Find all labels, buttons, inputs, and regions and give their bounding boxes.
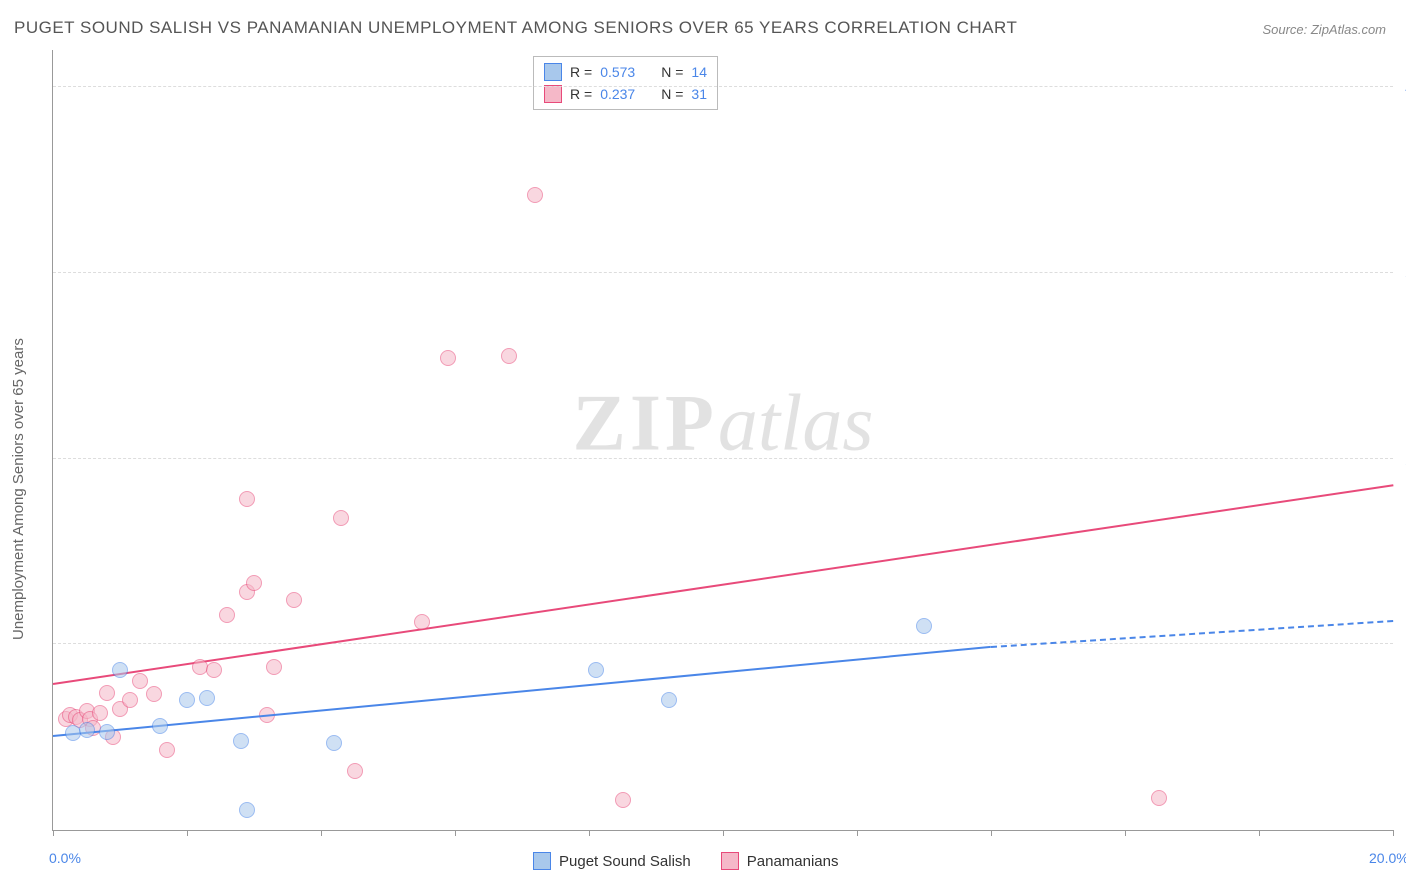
data-point-panamanians	[286, 592, 302, 608]
x-tick	[1125, 830, 1126, 836]
x-tick	[187, 830, 188, 836]
n-value-panamanians: 31	[691, 86, 707, 102]
gridline	[53, 643, 1393, 644]
data-point-panamanians	[239, 491, 255, 507]
data-point-salish	[112, 662, 128, 678]
data-point-salish	[661, 692, 677, 708]
x-tick	[1393, 830, 1394, 836]
series-legend: Puget Sound Salish Panamanians	[533, 852, 839, 870]
n-label: N =	[661, 64, 683, 80]
stats-row-salish: R = 0.573 N = 14	[544, 61, 707, 83]
data-point-salish	[152, 718, 168, 734]
data-point-panamanians	[527, 187, 543, 203]
data-point-panamanians	[146, 686, 162, 702]
data-point-salish	[588, 662, 604, 678]
data-point-panamanians	[501, 348, 517, 364]
data-point-salish	[179, 692, 195, 708]
data-point-panamanians	[414, 614, 430, 630]
data-point-salish	[233, 733, 249, 749]
r-label: R =	[570, 64, 592, 80]
gridline	[53, 458, 1393, 459]
data-point-salish	[199, 690, 215, 706]
data-point-panamanians	[1151, 790, 1167, 806]
swatch-panamanians-icon	[721, 852, 739, 870]
data-point-salish	[916, 618, 932, 634]
r-value-panamanians: 0.237	[600, 86, 635, 102]
r-value-salish: 0.573	[600, 64, 635, 80]
x-tick	[1259, 830, 1260, 836]
n-label: N =	[661, 86, 683, 102]
data-point-panamanians	[440, 350, 456, 366]
x-tick	[53, 830, 54, 836]
data-point-panamanians	[132, 673, 148, 689]
source-attribution: Source: ZipAtlas.com	[1262, 22, 1386, 37]
y-axis-label: Unemployment Among Seniors over 65 years	[10, 338, 27, 640]
data-point-panamanians	[246, 575, 262, 591]
data-point-panamanians	[159, 742, 175, 758]
swatch-salish-icon	[544, 63, 562, 81]
swatch-salish-icon	[533, 852, 551, 870]
data-point-salish	[79, 722, 95, 738]
data-point-panamanians	[266, 659, 282, 675]
x-tick	[991, 830, 992, 836]
x-tick	[455, 830, 456, 836]
x-tick	[321, 830, 322, 836]
legend-label-panamanians: Panamanians	[747, 853, 839, 870]
data-point-salish	[99, 724, 115, 740]
data-point-panamanians	[92, 705, 108, 721]
data-point-panamanians	[206, 662, 222, 678]
watermark-zip: ZIP	[573, 380, 718, 468]
chart-title: PUGET SOUND SALISH VS PANAMANIAN UNEMPLO…	[14, 18, 1017, 38]
data-point-salish	[239, 802, 255, 818]
data-point-panamanians	[99, 685, 115, 701]
n-value-salish: 14	[691, 64, 707, 80]
data-point-panamanians	[615, 792, 631, 808]
gridline	[53, 272, 1393, 273]
legend-label-salish: Puget Sound Salish	[559, 853, 691, 870]
legend-item-salish: Puget Sound Salish	[533, 852, 691, 870]
x-tick	[857, 830, 858, 836]
legend-item-panamanians: Panamanians	[721, 852, 839, 870]
x-tick-label: 0.0%	[49, 850, 81, 866]
data-point-salish	[326, 735, 342, 751]
watermark-atlas: atlas	[718, 380, 874, 468]
watermark: ZIPatlas	[573, 379, 874, 470]
stats-legend: R = 0.573 N = 14 R = 0.237 N = 31	[533, 56, 718, 110]
data-point-panamanians	[122, 692, 138, 708]
x-tick	[589, 830, 590, 836]
x-tick-label: 20.0%	[1369, 850, 1406, 866]
plot-area: ZIPatlas R = 0.573 N = 14 R = 0.237 N = …	[52, 50, 1393, 831]
data-point-panamanians	[219, 607, 235, 623]
data-point-panamanians	[347, 763, 363, 779]
x-tick	[723, 830, 724, 836]
data-point-panamanians	[333, 510, 349, 526]
swatch-panamanians-icon	[544, 85, 562, 103]
trend-line	[53, 646, 991, 737]
r-label: R =	[570, 86, 592, 102]
gridline	[53, 86, 1393, 87]
